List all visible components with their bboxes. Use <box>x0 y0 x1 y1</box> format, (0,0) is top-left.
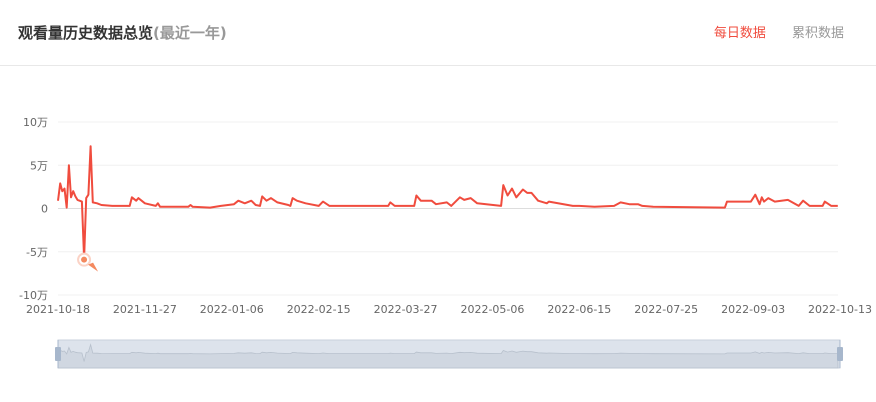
y-tick-label: -5万 <box>26 246 48 259</box>
x-tick-label: 2021-11-27 <box>113 303 177 316</box>
title-subtitle: (最近一年) <box>153 24 227 42</box>
x-tick-label: 2022-01-06 <box>200 303 264 316</box>
cursor-arrow-icon <box>88 262 99 272</box>
highlight-point <box>81 256 88 263</box>
data-zoom-preview <box>57 343 839 369</box>
tab-cumulative[interactable]: 累积数据 <box>791 26 844 41</box>
title-text: 观看量历史数据总览 <box>18 24 154 42</box>
x-tick-label: 2022-05-06 <box>460 303 524 316</box>
x-tick-label: 2022-03-27 <box>374 303 438 316</box>
y-tick-label: 5万 <box>30 159 48 172</box>
slider-handle-right[interactable] <box>837 347 843 361</box>
y-tick-label: -10万 <box>19 289 48 302</box>
x-tick-label: 2021-10-18 <box>26 303 90 316</box>
x-tick-label: 2022-07-25 <box>634 303 698 316</box>
y-tick-label: 10万 <box>23 116 48 129</box>
panel-header: 观看量历史数据总览(最近一年) 每日数据 累积数据 <box>0 0 876 66</box>
tab-daily[interactable]: 每日数据 <box>713 26 766 41</box>
x-tick-label: 2022-02-15 <box>287 303 351 316</box>
page-title: 观看量历史数据总览(最近一年) <box>18 22 227 43</box>
series-line <box>57 145 838 260</box>
x-tick-label: 2022-06-15 <box>547 303 611 316</box>
slider-handle-left[interactable] <box>55 347 61 361</box>
x-tick-label: 2022-10-13 <box>808 303 872 316</box>
y-tick-label: 0 <box>41 203 48 216</box>
x-tick-label: 2022-09-03 <box>721 303 785 316</box>
view-tabs: 每日数据 累积数据 <box>692 22 844 41</box>
